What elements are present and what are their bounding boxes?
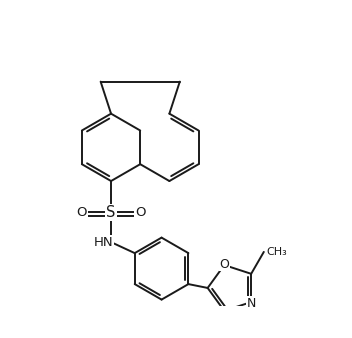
Text: O: O bbox=[219, 258, 229, 271]
Text: O: O bbox=[76, 206, 87, 219]
Text: HN: HN bbox=[94, 236, 114, 249]
Text: O: O bbox=[135, 206, 146, 219]
Text: N: N bbox=[246, 296, 256, 310]
Text: CH₃: CH₃ bbox=[266, 247, 287, 257]
Text: S: S bbox=[106, 205, 116, 220]
